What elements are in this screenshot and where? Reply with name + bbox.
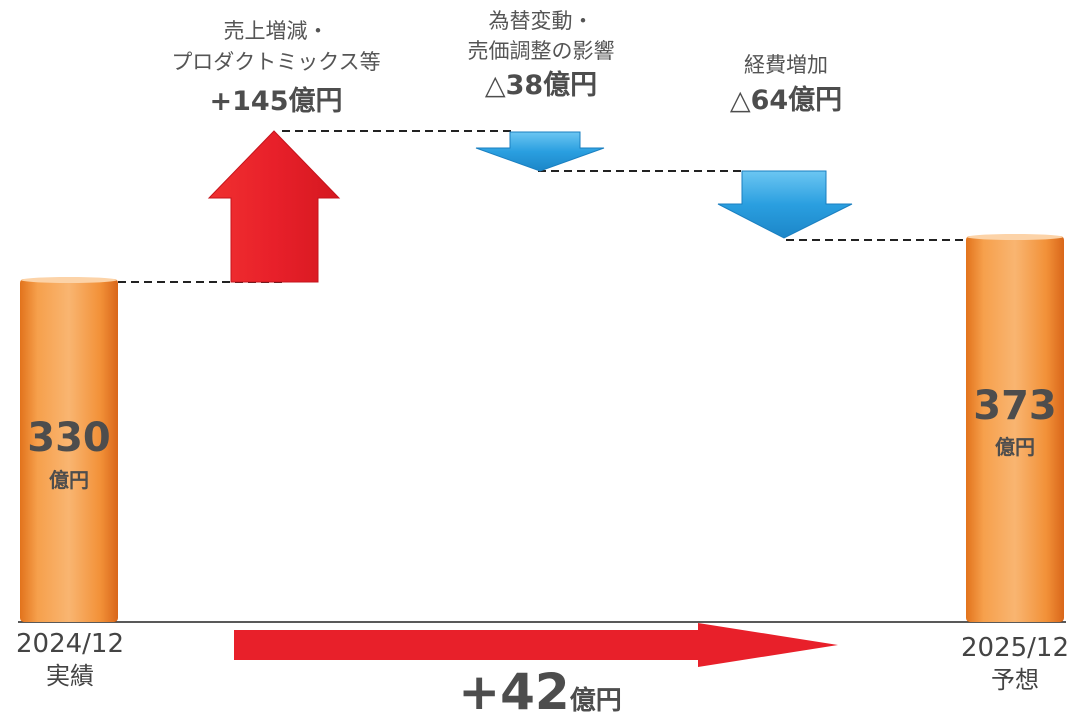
decrease-arrow-1	[475, 131, 605, 172]
start-category-label-line1: 2024/12	[16, 629, 124, 659]
end-unit-label: 億円	[995, 435, 1035, 459]
step3-value-label: △64億円	[730, 85, 842, 116]
total-change-arrow	[234, 623, 838, 667]
total-change-number: +42	[458, 663, 569, 713]
start-value-label: 330	[27, 415, 111, 461]
end-value-label: 373	[973, 383, 1057, 429]
start-category-label-line2: 実績	[46, 662, 94, 690]
step1-label-line1: 売上増減・	[224, 19, 329, 43]
increase-arrow	[207, 130, 341, 283]
start-bar	[20, 279, 118, 622]
step3-label-line1: 経費増加	[744, 53, 828, 77]
total-change-label: +42億円	[458, 663, 622, 713]
start-bar-top	[21, 277, 117, 283]
step2-value-label: △38億円	[485, 70, 597, 101]
step1-value-label: +145億円	[210, 86, 343, 117]
decrease-arrow-2	[717, 170, 853, 239]
end-category-label-line1: 2025/12	[961, 633, 1069, 663]
total-change-unit: 億円	[570, 686, 622, 713]
end-bar-top	[967, 234, 1063, 240]
step1-label-line2: プロダクトミックス等	[171, 50, 380, 74]
step2-label-line1: 為替変動・	[489, 9, 594, 33]
start-unit-label: 億円	[49, 468, 89, 492]
end-category-label-line2: 予想	[991, 666, 1039, 694]
end-bar	[966, 236, 1064, 622]
step2-label-line2: 売価調整の影響	[468, 39, 615, 63]
